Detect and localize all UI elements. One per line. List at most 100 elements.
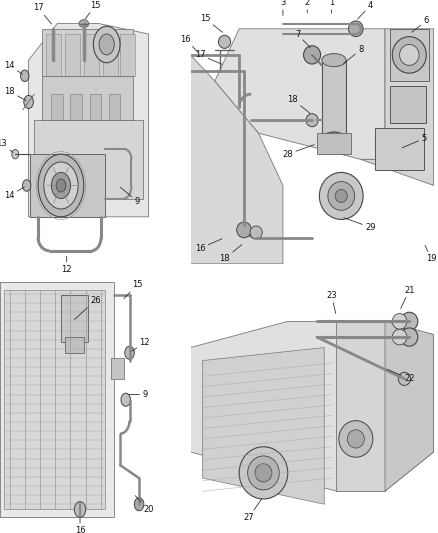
Polygon shape <box>191 321 434 491</box>
Polygon shape <box>28 23 148 217</box>
Polygon shape <box>89 94 101 120</box>
Text: 15: 15 <box>124 280 142 298</box>
Circle shape <box>392 37 426 73</box>
Circle shape <box>392 329 407 345</box>
Circle shape <box>21 70 29 82</box>
Polygon shape <box>317 133 351 154</box>
Circle shape <box>125 346 134 359</box>
Text: 14: 14 <box>4 61 22 74</box>
Polygon shape <box>109 94 120 120</box>
Circle shape <box>237 222 251 238</box>
Polygon shape <box>390 86 426 123</box>
Polygon shape <box>51 94 63 120</box>
Polygon shape <box>203 348 324 504</box>
Polygon shape <box>120 34 135 76</box>
Polygon shape <box>0 282 114 517</box>
Polygon shape <box>61 295 88 342</box>
Text: 17: 17 <box>33 3 52 24</box>
Circle shape <box>335 189 347 203</box>
Text: 18: 18 <box>4 87 26 101</box>
Circle shape <box>401 328 418 346</box>
Circle shape <box>74 502 86 517</box>
Text: 12: 12 <box>132 338 150 351</box>
Circle shape <box>239 447 288 499</box>
Polygon shape <box>4 290 105 510</box>
Polygon shape <box>84 34 99 76</box>
Ellipse shape <box>79 20 88 28</box>
Text: 7: 7 <box>295 29 310 47</box>
Circle shape <box>347 430 364 448</box>
Text: 23: 23 <box>326 291 337 313</box>
Polygon shape <box>191 269 434 530</box>
Text: 6: 6 <box>412 17 429 33</box>
Circle shape <box>22 180 31 191</box>
Polygon shape <box>103 34 118 76</box>
Circle shape <box>399 373 410 385</box>
Text: 8: 8 <box>343 45 364 63</box>
Circle shape <box>339 421 373 457</box>
Circle shape <box>247 456 279 490</box>
Text: 2: 2 <box>304 0 310 13</box>
Circle shape <box>328 132 340 145</box>
Text: 21: 21 <box>401 286 414 309</box>
Circle shape <box>219 35 231 49</box>
Text: 26: 26 <box>74 296 101 319</box>
Polygon shape <box>385 321 434 491</box>
Polygon shape <box>390 29 429 81</box>
Text: 16: 16 <box>195 239 222 253</box>
Text: 20: 20 <box>135 496 154 514</box>
Polygon shape <box>65 337 84 353</box>
Circle shape <box>93 26 120 63</box>
Circle shape <box>134 498 144 511</box>
Text: 18: 18 <box>219 245 242 263</box>
Circle shape <box>392 313 407 329</box>
Text: 13: 13 <box>0 139 13 152</box>
Text: 27: 27 <box>244 499 262 522</box>
Text: 12: 12 <box>61 256 72 273</box>
Text: 19: 19 <box>425 246 436 263</box>
Polygon shape <box>110 358 124 379</box>
Text: 4: 4 <box>358 1 373 19</box>
Circle shape <box>399 44 419 66</box>
Polygon shape <box>42 29 133 76</box>
Text: 28: 28 <box>283 144 314 159</box>
Text: 5: 5 <box>402 134 427 148</box>
Circle shape <box>44 162 78 209</box>
Circle shape <box>56 179 66 192</box>
Circle shape <box>328 182 355 211</box>
Circle shape <box>255 464 272 482</box>
Polygon shape <box>375 128 424 170</box>
Text: 1: 1 <box>329 0 334 13</box>
Polygon shape <box>71 94 82 120</box>
Circle shape <box>349 21 363 37</box>
Polygon shape <box>215 29 385 159</box>
Circle shape <box>38 154 84 217</box>
Text: 22: 22 <box>388 369 414 383</box>
Circle shape <box>304 46 321 64</box>
Text: 9: 9 <box>120 187 140 206</box>
Text: 9: 9 <box>128 390 148 399</box>
Text: 16: 16 <box>180 35 198 53</box>
Polygon shape <box>191 55 283 264</box>
Circle shape <box>319 173 363 220</box>
Polygon shape <box>322 60 346 139</box>
Circle shape <box>24 95 33 108</box>
Ellipse shape <box>322 132 346 145</box>
Text: 18: 18 <box>287 95 310 113</box>
Circle shape <box>306 114 318 127</box>
Text: 3: 3 <box>280 0 286 15</box>
Text: 14: 14 <box>4 187 24 200</box>
Circle shape <box>51 173 71 198</box>
Circle shape <box>250 226 262 239</box>
Polygon shape <box>42 76 133 120</box>
Circle shape <box>12 149 19 159</box>
Polygon shape <box>31 154 105 217</box>
Polygon shape <box>360 29 434 185</box>
Polygon shape <box>336 321 385 491</box>
Polygon shape <box>191 3 434 264</box>
Polygon shape <box>65 34 80 76</box>
Circle shape <box>121 393 131 406</box>
Text: 29: 29 <box>344 218 376 232</box>
Text: 17: 17 <box>195 51 222 64</box>
Polygon shape <box>34 120 143 198</box>
